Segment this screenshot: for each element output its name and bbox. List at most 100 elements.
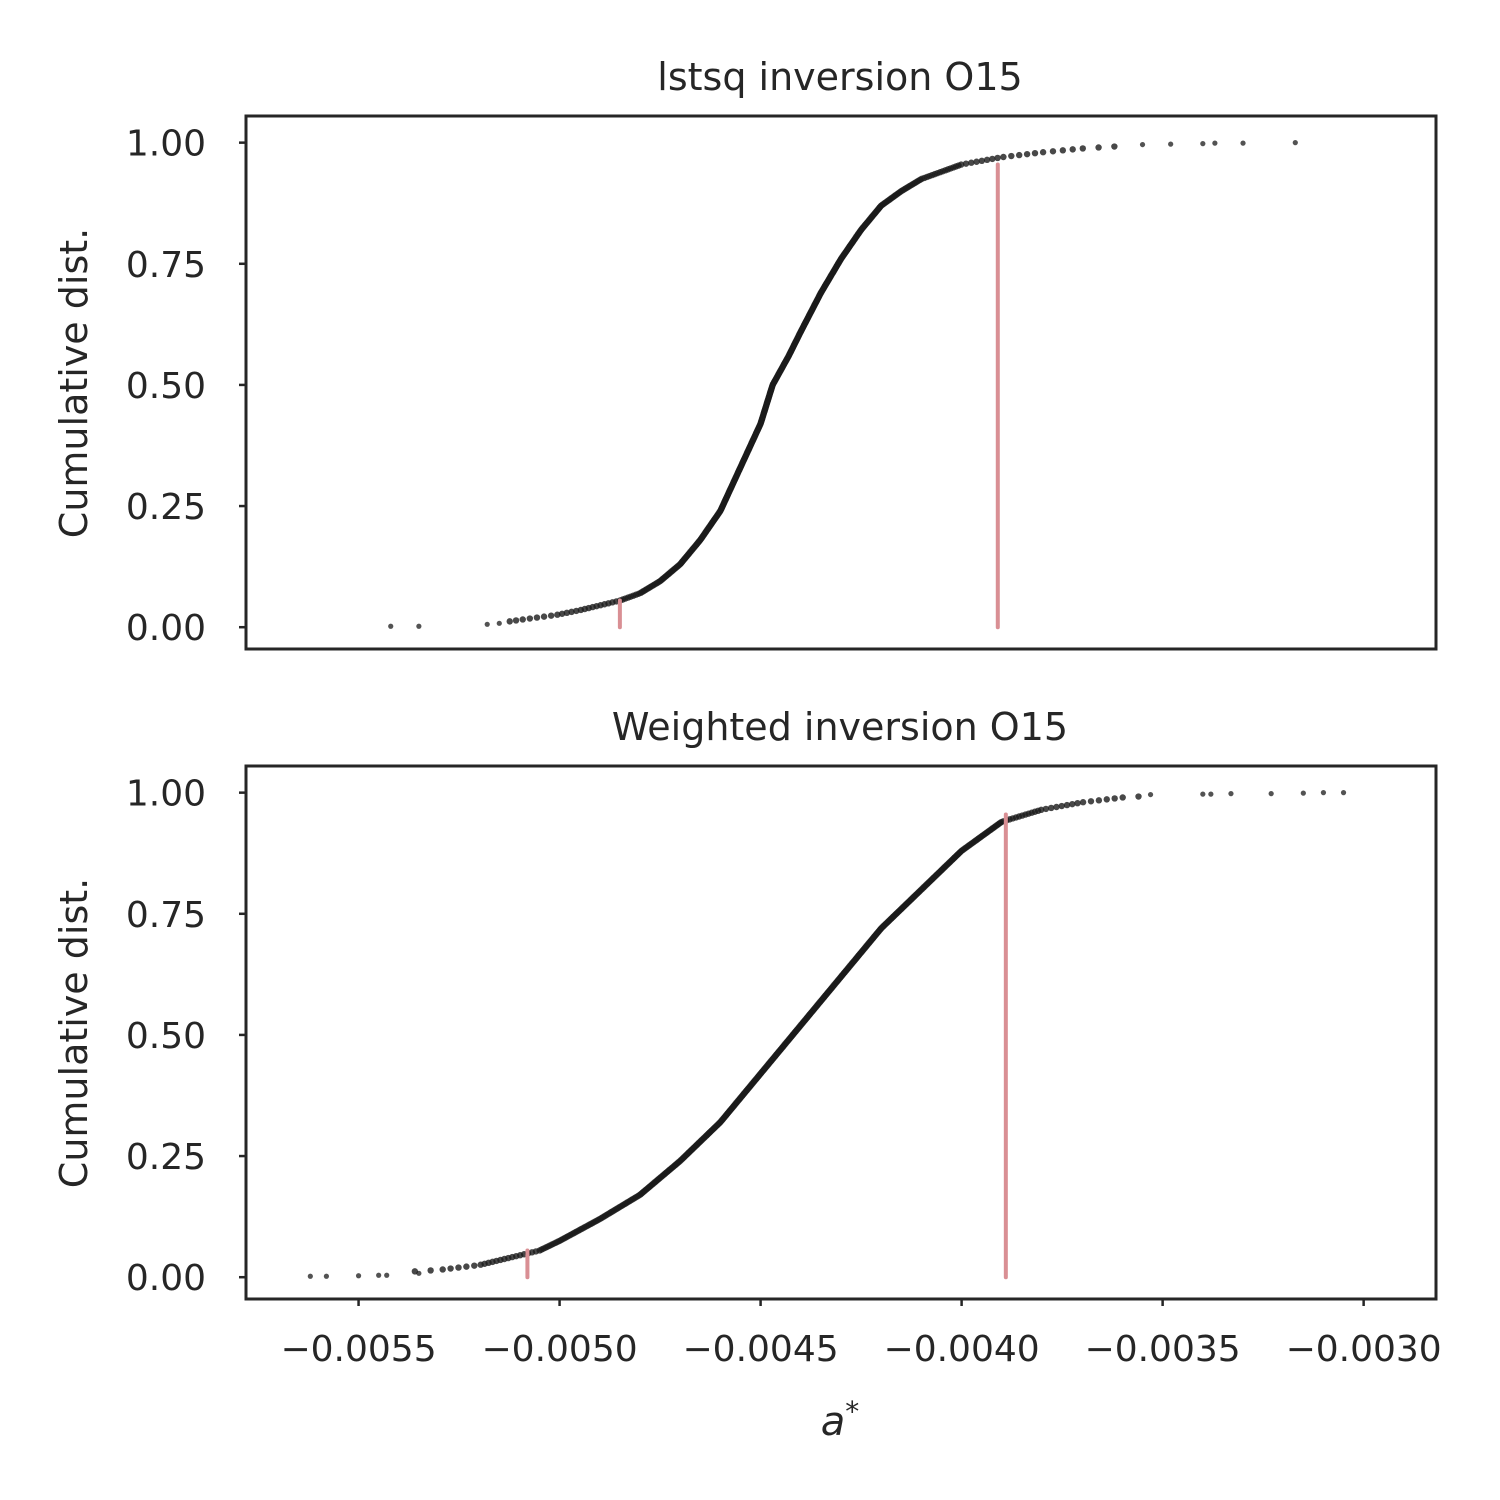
cdf-point <box>1168 141 1174 147</box>
cdf-point <box>1200 791 1206 797</box>
y-tick-label: 0.50 <box>126 1016 206 1057</box>
x-tick-label: −0.0055 <box>280 1329 436 1370</box>
cdf-point <box>1063 801 1071 809</box>
cdf-point <box>1048 804 1055 812</box>
cdf-point <box>455 1264 462 1271</box>
cdf-point <box>1228 791 1234 797</box>
cdf-point <box>526 615 534 622</box>
x-axis-label: a* <box>821 1395 860 1445</box>
cdf-point <box>1208 791 1214 797</box>
cdf-point <box>496 620 502 626</box>
y-tick-label: 1.00 <box>126 124 206 165</box>
cdf-point <box>1059 147 1067 154</box>
plot-layer: 0.00 0.25 0.50 0.75 1.00 −0.0055 −0.0050 −0.004… <box>126 774 1442 1370</box>
cdf-point <box>1135 793 1142 800</box>
y-tick-label: 0.75 <box>126 245 206 286</box>
cdf-point <box>1053 803 1060 811</box>
cdf-point <box>1200 141 1206 147</box>
cdf-point <box>355 1273 362 1279</box>
cdf-point <box>1000 153 1007 161</box>
cdf-point <box>388 623 394 629</box>
cdf-point <box>1079 145 1086 152</box>
y-tick-label: 1.00 <box>126 774 206 815</box>
cdf-point <box>978 157 986 165</box>
x-tick-label: −0.0040 <box>884 1329 1040 1370</box>
x-tick-label: −0.0030 <box>1286 1329 1442 1370</box>
cdf-point <box>1340 790 1347 796</box>
cdf-point <box>439 1266 446 1273</box>
cdf-point <box>1119 794 1126 801</box>
cdf-point <box>1042 805 1050 813</box>
axes-frame <box>244 114 1438 651</box>
cdf-point <box>1069 146 1076 153</box>
cdf-point <box>1240 140 1246 146</box>
cdf-point <box>957 161 965 168</box>
y-axis-label: Cumulative dist. <box>52 228 96 538</box>
panel-weighted: Weighted inversion O15 Cumulative dist. … <box>52 705 1442 1445</box>
cdf-point <box>416 1270 422 1276</box>
cdf-point <box>1023 150 1031 158</box>
cdf-point <box>323 1273 330 1279</box>
cdf-point <box>1015 151 1023 159</box>
x-tick-label: −0.0045 <box>683 1329 839 1370</box>
cdf-point <box>1268 791 1274 797</box>
cdf-point <box>962 160 970 167</box>
cdf-point <box>1300 790 1306 796</box>
cdf-point <box>983 156 991 164</box>
cdf-point <box>1039 149 1047 156</box>
cdf-point <box>558 610 566 617</box>
x-tick-label: −0.0050 <box>482 1329 638 1370</box>
cdf-point <box>540 613 548 620</box>
cdf-point <box>1058 802 1065 810</box>
cdf-point <box>1320 790 1327 796</box>
cdf-point <box>554 611 561 618</box>
plot-layer: 0.00 0.25 0.50 0.75 1.00 <box>126 124 1298 649</box>
cdf-point <box>994 154 1001 162</box>
cdf-point <box>1031 149 1039 157</box>
cdf-point <box>463 1263 470 1270</box>
cdf-point <box>376 1272 382 1278</box>
cdf-point <box>1212 140 1218 146</box>
cdf-point <box>973 158 980 165</box>
cdf-point <box>384 1272 390 1278</box>
cdf-point <box>1008 152 1015 160</box>
y-tick-label: 0.25 <box>126 487 206 528</box>
y-tick-label: 0.75 <box>126 895 206 936</box>
cdf-point <box>568 608 575 616</box>
cdf-point <box>471 1262 478 1269</box>
cdf-point <box>968 159 975 166</box>
cdf-point <box>447 1265 454 1272</box>
x-tick-label: −0.0035 <box>1085 1329 1241 1370</box>
panel-lstsq: lstsq inversion O15 Cumulative dist. 0.0… <box>52 55 1438 651</box>
cdf-point <box>1095 144 1102 151</box>
cdf-point <box>1074 799 1081 807</box>
cdf-point <box>563 609 571 617</box>
cdf-point <box>1147 791 1154 798</box>
cdf-point <box>519 616 526 623</box>
axes-frame <box>244 764 1438 1301</box>
cdf-point <box>1049 148 1057 155</box>
y-tick-label: 0.50 <box>126 366 206 407</box>
cdf-point <box>1139 141 1146 148</box>
y-tick-label: 0.00 <box>126 1258 206 1299</box>
cdf-point <box>1111 795 1118 802</box>
cdf-point <box>1069 800 1076 808</box>
cdf-point <box>427 1267 434 1274</box>
y-tick-label: 0.25 <box>126 1137 206 1178</box>
cdf-point <box>1095 797 1103 804</box>
cdf-point <box>307 1273 313 1279</box>
x-axis-label-superscript: * <box>845 1395 859 1428</box>
cdf-point <box>1103 796 1110 803</box>
cdf-point <box>416 623 422 629</box>
cdf-point <box>506 618 513 625</box>
cdf-point <box>989 155 996 163</box>
panel-title: lstsq inversion O15 <box>657 55 1022 99</box>
cdf-point <box>547 612 555 619</box>
y-tick-label: 0.00 <box>126 608 206 649</box>
cdf-point <box>1079 799 1087 806</box>
cdf-point <box>1292 140 1298 146</box>
cdf-point <box>512 617 520 624</box>
y-axis-label: Cumulative dist. <box>52 878 96 1188</box>
cdf-point <box>1111 143 1118 150</box>
